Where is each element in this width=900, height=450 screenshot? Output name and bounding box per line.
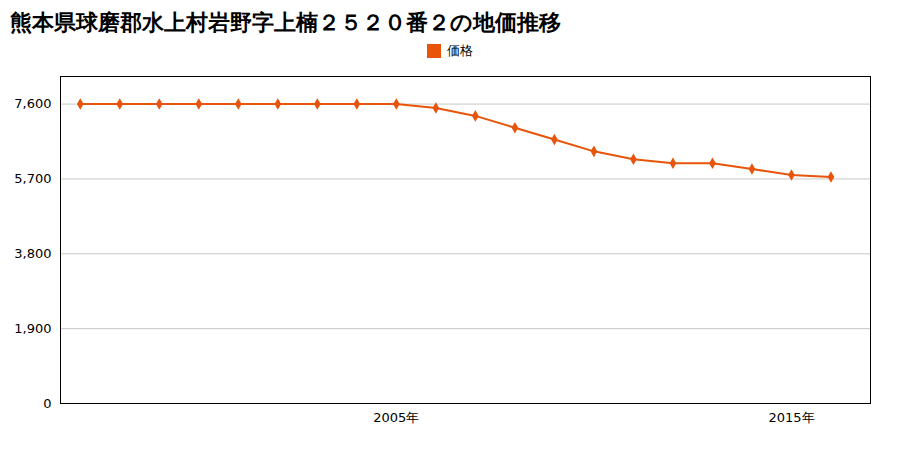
html-text:価格: 価格 <box>447 43 473 58</box>
svg-text:7,600: 7,600 <box>14 96 51 111</box>
svg-text:2005年: 2005年 <box>373 410 419 425</box>
svg-text:5,700: 5,700 <box>14 171 51 186</box>
svg-text:2015年: 2015年 <box>768 410 814 425</box>
html-text:熊本県球磨郡水上村岩野字上楠２５２０番２の地価推移: 熊本県球磨郡水上村岩野字上楠２５２０番２の地価推移 <box>10 10 561 35</box>
svg-text:1,900: 1,900 <box>14 321 51 336</box>
svg-text:3,800: 3,800 <box>14 246 51 261</box>
svg-text:0: 0 <box>43 396 51 411</box>
